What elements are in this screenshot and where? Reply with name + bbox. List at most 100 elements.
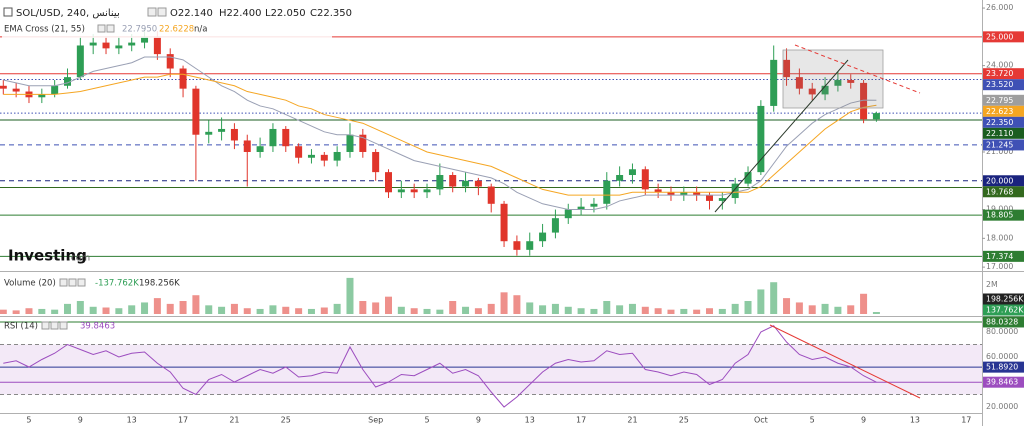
candle-body [693,192,701,196]
candle-body [166,54,174,69]
volume-bar [731,303,739,314]
volume-bar [359,301,367,314]
price-tag-label: 17.374 [986,252,1013,261]
candle-body [205,131,213,135]
price-tag [983,361,1024,373]
volume-bar [551,303,559,314]
volume-bar [218,306,226,314]
volume-bar [808,305,816,314]
volume-bar [436,309,444,314]
volume-bar [744,301,752,314]
price-tag [983,105,1024,117]
price-tag [983,127,1024,139]
watermark-domain: .com [68,254,90,264]
x-tick-label: 9 [78,416,83,425]
x-tick-label: 13 [910,416,920,425]
x-tick-label: 17 [576,416,586,425]
candle-body [320,154,328,161]
volume-bar [333,303,341,314]
price-tag [983,79,1024,91]
axes: 5 9 13 17 21 25 Sep 5 9 13 17 21 25 Oct 5 9 13 17 26.000 24… [26,3,1024,425]
volume-bar [770,282,778,314]
volume-bar [667,309,675,314]
volume-bar [449,301,457,314]
volume-bar [872,312,880,314]
volume-bar [474,308,482,314]
price-tag [983,316,1024,328]
candle-body [256,146,264,152]
volume-bar [0,309,7,314]
rsi-value: 39.8463 [80,322,115,332]
price-tag [983,116,1024,128]
x-tick-label: 21 [627,416,637,425]
candle-body [397,189,405,193]
price-tag [983,68,1024,80]
indicator-button[interactable] [106,24,115,33]
volume-bar [385,296,392,314]
candle-body [808,88,816,95]
candle-body [847,80,855,83]
symbol-title: SOL/USD, 240, بينانس [16,8,120,19]
candle-body [783,59,791,78]
x-tick-label: 13 [127,416,137,425]
candle-body [628,169,636,176]
candle-body [795,77,803,89]
volume-bar [320,307,328,314]
volume-bar [256,308,264,314]
candle-body [641,169,649,190]
price-tag-label: 88.0328 [986,317,1018,326]
volume-bar [423,308,431,314]
settings-button[interactable] [147,7,157,17]
price-tag [983,186,1024,198]
volume-bar [603,301,611,314]
volume-bar [718,308,726,314]
price-tag-label: 198.256K [986,295,1024,304]
price-tag-label: 20.000 [986,176,1013,185]
price-tag-label: 25.000 [986,32,1013,41]
ohlc-high: H22.400 [219,8,262,19]
candle-body [462,180,470,187]
ohlc-open: O22.140 [170,8,213,19]
volume-bar [230,303,238,314]
ema-line [3,73,877,196]
candle-body [487,186,495,204]
legend-backdrop [2,4,332,38]
candle-body [667,192,675,196]
candle-body [500,203,508,242]
indicator-button[interactable] [77,278,86,287]
price-tag-label: 51.8920 [986,363,1018,372]
volume-bar [513,295,521,314]
candle-body [539,232,547,242]
volume-bar [590,308,598,314]
drawn-trendline [794,44,921,94]
volume-bar [38,308,46,314]
collapse-button[interactable] [3,7,13,17]
rsi-band [0,344,982,395]
x-tick-label: Oct [754,416,768,425]
indicator-button[interactable] [68,278,77,287]
volume-bar [76,301,84,314]
volume-bar [128,305,136,314]
price-tag [983,304,1024,316]
candle-body [153,36,161,55]
candle-body [616,175,624,181]
indicator-button[interactable] [97,24,106,33]
candle-body [51,85,59,95]
y-tick-label: 20.0000 [986,402,1018,411]
y-tick-label: 17.000 [986,262,1013,271]
volume-bar [693,309,701,314]
x-tick-label: 13 [525,416,535,425]
hide-button[interactable] [157,7,167,17]
indicator-button[interactable] [59,321,68,330]
candle-body [359,134,367,152]
volume-bar [410,308,418,314]
volume-bar [539,305,547,314]
price-tag-label: 18.805 [986,211,1013,220]
candle-body [603,180,611,204]
candle-body [230,128,238,141]
volume-bar [577,308,585,314]
indicator-button[interactable] [59,278,68,287]
indicator-button[interactable] [50,321,59,330]
indicator-button[interactable] [41,321,50,330]
